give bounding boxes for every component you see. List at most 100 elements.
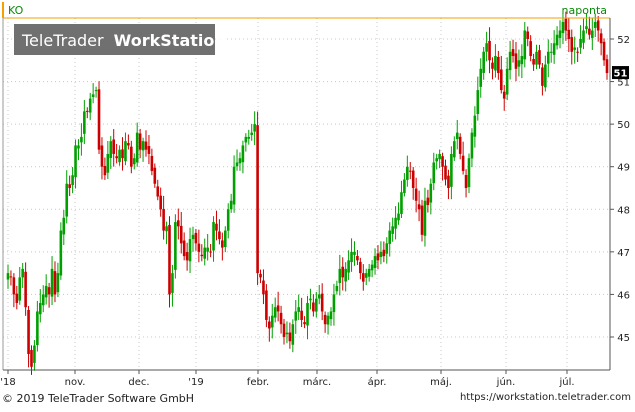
candle[interactable] xyxy=(558,20,562,49)
candle[interactable] xyxy=(385,237,389,264)
candle[interactable] xyxy=(450,146,453,200)
candle[interactable] xyxy=(488,27,491,74)
candle[interactable] xyxy=(479,58,483,98)
candle[interactable] xyxy=(156,179,160,201)
candle[interactable] xyxy=(83,100,86,145)
candle[interactable] xyxy=(218,219,221,245)
candle[interactable] xyxy=(485,31,488,62)
candle[interactable] xyxy=(62,210,66,246)
candle[interactable] xyxy=(203,238,207,266)
candle[interactable] xyxy=(265,284,268,328)
candle[interactable] xyxy=(115,143,118,164)
candle[interactable] xyxy=(80,123,83,156)
candle[interactable] xyxy=(532,53,535,71)
candle[interactable] xyxy=(473,106,477,148)
candle[interactable] xyxy=(247,129,251,145)
candle[interactable] xyxy=(100,137,104,180)
candle[interactable] xyxy=(517,49,521,77)
candle[interactable] xyxy=(94,86,98,98)
candle[interactable] xyxy=(306,295,309,340)
candle[interactable] xyxy=(435,153,438,170)
candle[interactable] xyxy=(250,124,254,141)
candle[interactable] xyxy=(482,46,485,80)
candle[interactable] xyxy=(344,262,347,292)
candle[interactable] xyxy=(150,148,154,176)
candle[interactable] xyxy=(602,38,606,66)
candle[interactable] xyxy=(444,159,447,186)
candle[interactable] xyxy=(147,134,151,165)
candle[interactable] xyxy=(132,153,136,170)
candle[interactable] xyxy=(470,128,474,168)
candle[interactable] xyxy=(591,18,594,50)
candle[interactable] xyxy=(303,316,306,329)
candle[interactable] xyxy=(109,136,113,169)
candle[interactable] xyxy=(596,16,600,42)
candle[interactable] xyxy=(232,155,236,213)
candle[interactable] xyxy=(350,238,353,272)
candle[interactable] xyxy=(88,92,92,121)
candle[interactable] xyxy=(394,206,397,240)
candle[interactable] xyxy=(382,241,386,263)
candle[interactable] xyxy=(370,260,374,278)
candle[interactable] xyxy=(326,312,330,335)
candle[interactable] xyxy=(438,149,441,169)
candle[interactable] xyxy=(535,44,538,70)
candle[interactable] xyxy=(552,30,556,64)
candle[interactable] xyxy=(174,214,177,279)
candle[interactable] xyxy=(77,139,80,161)
candle[interactable] xyxy=(529,35,532,62)
candle[interactable] xyxy=(12,273,16,308)
candle[interactable] xyxy=(141,137,145,162)
candle[interactable] xyxy=(593,13,597,38)
candles[interactable] xyxy=(6,10,609,375)
candle[interactable] xyxy=(27,306,30,368)
candle[interactable] xyxy=(570,29,574,65)
candle[interactable] xyxy=(177,208,180,240)
candle[interactable] xyxy=(561,10,565,45)
candle[interactable] xyxy=(453,136,456,161)
candle[interactable] xyxy=(300,297,303,328)
candle[interactable] xyxy=(68,175,71,197)
candle[interactable] xyxy=(15,285,19,310)
candle[interactable] xyxy=(47,282,51,308)
candle[interactable] xyxy=(121,137,124,171)
candle[interactable] xyxy=(359,257,362,280)
candle[interactable] xyxy=(508,40,512,80)
candle[interactable] xyxy=(294,300,298,334)
candle[interactable] xyxy=(59,222,63,280)
candle[interactable] xyxy=(138,128,142,159)
candle[interactable] xyxy=(585,13,588,34)
candle[interactable] xyxy=(191,226,195,252)
candle[interactable] xyxy=(555,26,559,50)
candle[interactable] xyxy=(408,162,412,180)
candle[interactable] xyxy=(197,229,201,263)
source-url[interactable]: https://workstation.teletrader.com xyxy=(459,392,631,403)
candle[interactable] xyxy=(514,41,518,82)
candle[interactable] xyxy=(33,340,36,371)
candle[interactable] xyxy=(579,25,582,54)
candle[interactable] xyxy=(159,187,162,217)
candle[interactable] xyxy=(388,222,392,257)
candle[interactable] xyxy=(162,195,165,240)
candle[interactable] xyxy=(312,294,315,317)
candle[interactable] xyxy=(112,129,116,167)
candle[interactable] xyxy=(165,221,168,245)
candle[interactable] xyxy=(118,145,121,166)
candle[interactable] xyxy=(262,269,265,305)
candle[interactable] xyxy=(373,248,377,275)
candle[interactable] xyxy=(124,132,127,166)
candle[interactable] xyxy=(106,140,110,179)
candle[interactable] xyxy=(44,274,48,305)
candle[interactable] xyxy=(406,155,409,187)
candle[interactable] xyxy=(285,321,289,344)
candle[interactable] xyxy=(244,133,248,152)
candle[interactable] xyxy=(426,189,430,213)
candle[interactable] xyxy=(229,193,233,213)
candle[interactable] xyxy=(582,18,585,50)
candle[interactable] xyxy=(367,263,371,282)
candle[interactable] xyxy=(541,63,544,96)
candle[interactable] xyxy=(364,268,368,286)
candle[interactable] xyxy=(85,107,89,119)
candle[interactable] xyxy=(461,141,465,175)
